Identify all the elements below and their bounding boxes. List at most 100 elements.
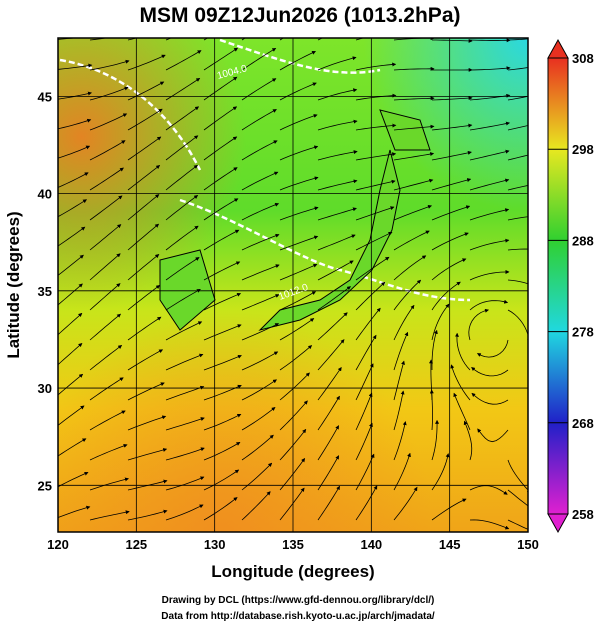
streamline [393, 331, 409, 371]
streamline [317, 485, 340, 521]
streamline [58, 226, 86, 247]
streamline [89, 477, 129, 491]
streamline [431, 123, 473, 131]
streamline [165, 417, 205, 431]
streamline [431, 281, 461, 311]
streamline [429, 389, 434, 431]
x-tick-label: 120 [47, 537, 69, 552]
streamline [317, 179, 358, 191]
streamline [241, 47, 277, 71]
streamline [241, 294, 280, 311]
streamline [203, 167, 238, 191]
streamline [355, 256, 390, 281]
streamline [279, 263, 318, 281]
streamline [317, 339, 345, 371]
y-tick-label: 45 [38, 89, 52, 104]
streamline [58, 254, 84, 276]
streamline [203, 292, 242, 311]
streamline [241, 171, 279, 191]
streamline [127, 382, 165, 401]
streamline [507, 519, 528, 530]
streamline [89, 377, 124, 401]
streamline [279, 206, 319, 221]
x-tick-label: 125 [125, 537, 147, 552]
streamline [203, 198, 239, 221]
streamline [89, 410, 126, 431]
streamline [355, 334, 377, 371]
x-axis-label: Longitude (degrees) [211, 562, 374, 581]
streamline [127, 108, 163, 131]
streamline [203, 136, 238, 161]
streamline [58, 312, 83, 336]
streamline [393, 279, 422, 311]
streamline [355, 485, 378, 521]
streamline [58, 438, 87, 457]
streamline [393, 304, 415, 341]
streamline [393, 152, 435, 161]
streamline [89, 167, 124, 191]
streamline [89, 59, 130, 71]
credit-line: Drawing by DCL (https://www.gfd-dennou.o… [162, 595, 435, 606]
y-axis-label: Latitude (degrees) [4, 211, 23, 358]
colorbar-tick-label: 258 [572, 507, 594, 522]
streamline [241, 491, 271, 521]
streamline [317, 119, 358, 131]
streamline [393, 124, 435, 131]
streamline [279, 145, 319, 161]
streamline [317, 56, 357, 71]
streamline [507, 309, 528, 343]
streamline [468, 308, 489, 341]
streamline [89, 444, 128, 461]
streamline [89, 253, 121, 281]
streamline [317, 207, 357, 221]
plot-frame [57, 37, 529, 533]
streamline [58, 342, 83, 366]
streamline [450, 364, 471, 401]
streamline [89, 283, 121, 311]
streamline [355, 392, 373, 431]
streamline [355, 93, 397, 101]
streamline [165, 476, 205, 491]
streamline [58, 405, 85, 426]
streamline [393, 486, 418, 521]
streamline [127, 165, 161, 191]
streamline [469, 66, 511, 71]
y-tick-label: 25 [38, 478, 52, 493]
streamline [203, 47, 239, 71]
streamline [203, 324, 242, 341]
streamline [477, 428, 509, 443]
streamlines [58, 38, 528, 530]
streamline [355, 281, 386, 311]
streamline [165, 504, 204, 521]
streamline [241, 462, 273, 491]
streamline [89, 140, 126, 161]
streamline [469, 269, 510, 281]
streamline [469, 121, 511, 131]
streamline [355, 307, 381, 341]
streamline [431, 498, 467, 521]
colorbar-tick-label: 288 [572, 233, 594, 248]
streamline [241, 109, 277, 131]
streamline [127, 448, 168, 461]
streamline [165, 257, 200, 281]
streamline [127, 415, 167, 431]
streamline [393, 255, 427, 281]
streamline [471, 366, 509, 377]
streamline [127, 349, 164, 371]
streamline [58, 199, 87, 218]
streamline [469, 178, 510, 191]
streamline [355, 422, 373, 461]
streamline [393, 204, 432, 221]
streamline [89, 224, 122, 251]
x-tick-label: 145 [439, 537, 461, 552]
streamline [241, 351, 279, 371]
streamline [355, 123, 397, 131]
streamline [279, 345, 313, 371]
streamline [203, 413, 242, 431]
streamline [393, 230, 430, 251]
x-tick-label: 150 [517, 537, 539, 552]
streamline [127, 54, 166, 71]
streamline [203, 469, 240, 491]
